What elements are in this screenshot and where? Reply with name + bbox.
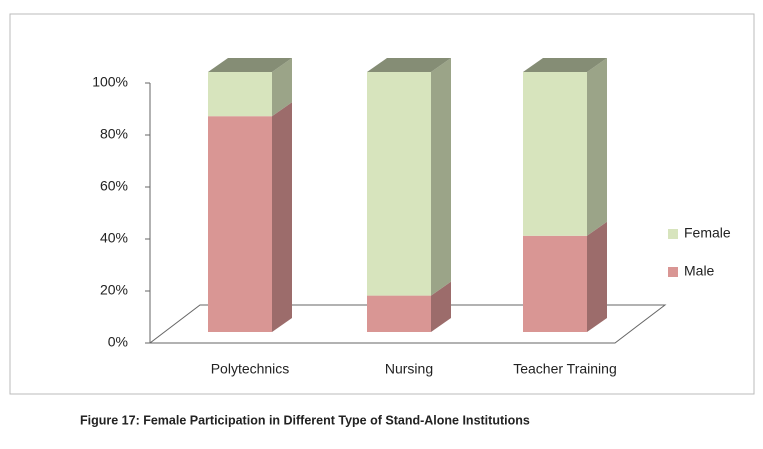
y-tick-label: 0% (108, 334, 128, 350)
bar-front (367, 295, 431, 332)
legend-swatch (668, 229, 678, 239)
bar-side (272, 58, 292, 117)
bar-front (208, 116, 272, 332)
x-tick-label: Polytechnics (211, 361, 290, 377)
bar-front (523, 235, 587, 332)
bar-side (587, 58, 607, 236)
legend-label: Female (684, 225, 731, 241)
bar-front (523, 72, 587, 236)
legend-label: Male (684, 263, 715, 279)
y-tick-label: 100% (92, 74, 128, 90)
bar-side (272, 102, 292, 332)
y-tick-label: 40% (100, 230, 128, 246)
bar-side (431, 58, 451, 296)
bar-front (367, 72, 431, 296)
y-tick-label: 80% (100, 126, 128, 142)
y-tick-label: 20% (100, 282, 128, 298)
x-tick-label: Nursing (385, 361, 433, 377)
bar-top (523, 58, 607, 72)
bar-top (367, 58, 451, 72)
bar-front (208, 72, 272, 117)
caption: Figure 17: Female Participation in Diffe… (80, 413, 530, 427)
bar-top (208, 58, 292, 72)
y-tick-label: 60% (100, 178, 128, 194)
legend-swatch (668, 267, 678, 277)
x-tick-label: Teacher Training (513, 361, 617, 377)
bar-side (587, 221, 607, 332)
bar-side (431, 281, 451, 332)
